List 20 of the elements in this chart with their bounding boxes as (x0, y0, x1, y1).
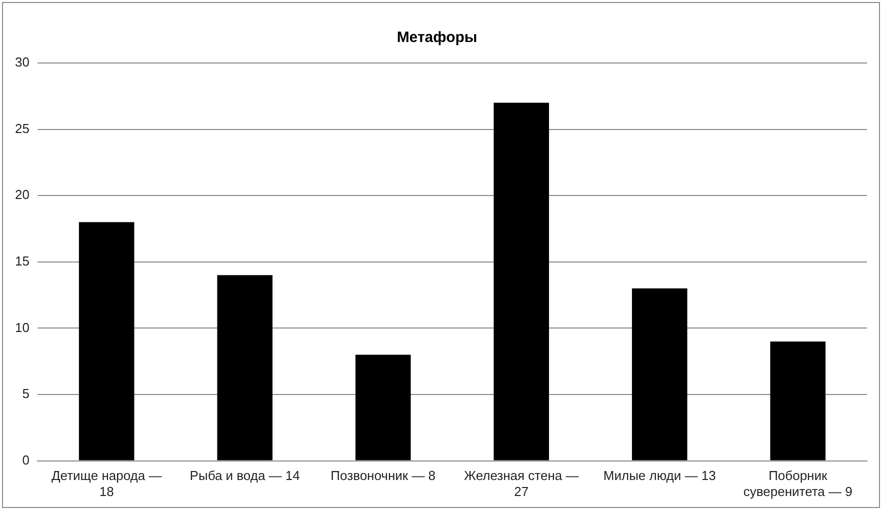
bar (217, 275, 272, 460)
x-tick-label: Железная стена — 27 (464, 468, 579, 499)
x-tick-label: Рыба и вода — 14 (190, 468, 300, 484)
x-tick-label: Позвоночник — 8 (330, 468, 436, 484)
y-tick-label: 10 (14, 320, 30, 335)
x-tick-label: Милые люди — 13 (603, 468, 716, 484)
bar (78, 222, 134, 460)
bar (770, 341, 826, 460)
bar (355, 354, 411, 460)
y-tick-label: 25 (14, 120, 30, 136)
y-tick-label: 5 (22, 386, 30, 402)
y-tick-label: 30 (14, 54, 30, 70)
y-tick-label: 20 (14, 187, 30, 202)
x-tick-label: Поборник суверенитета — 9 (743, 468, 852, 499)
y-tick-label: 0 (22, 452, 30, 468)
y-tick-label: 15 (14, 253, 30, 268)
chart-title: Метафоры (396, 29, 478, 46)
x-tick-label: Детище народа — 18 (51, 468, 162, 499)
bar (494, 102, 550, 460)
bar (632, 288, 688, 460)
